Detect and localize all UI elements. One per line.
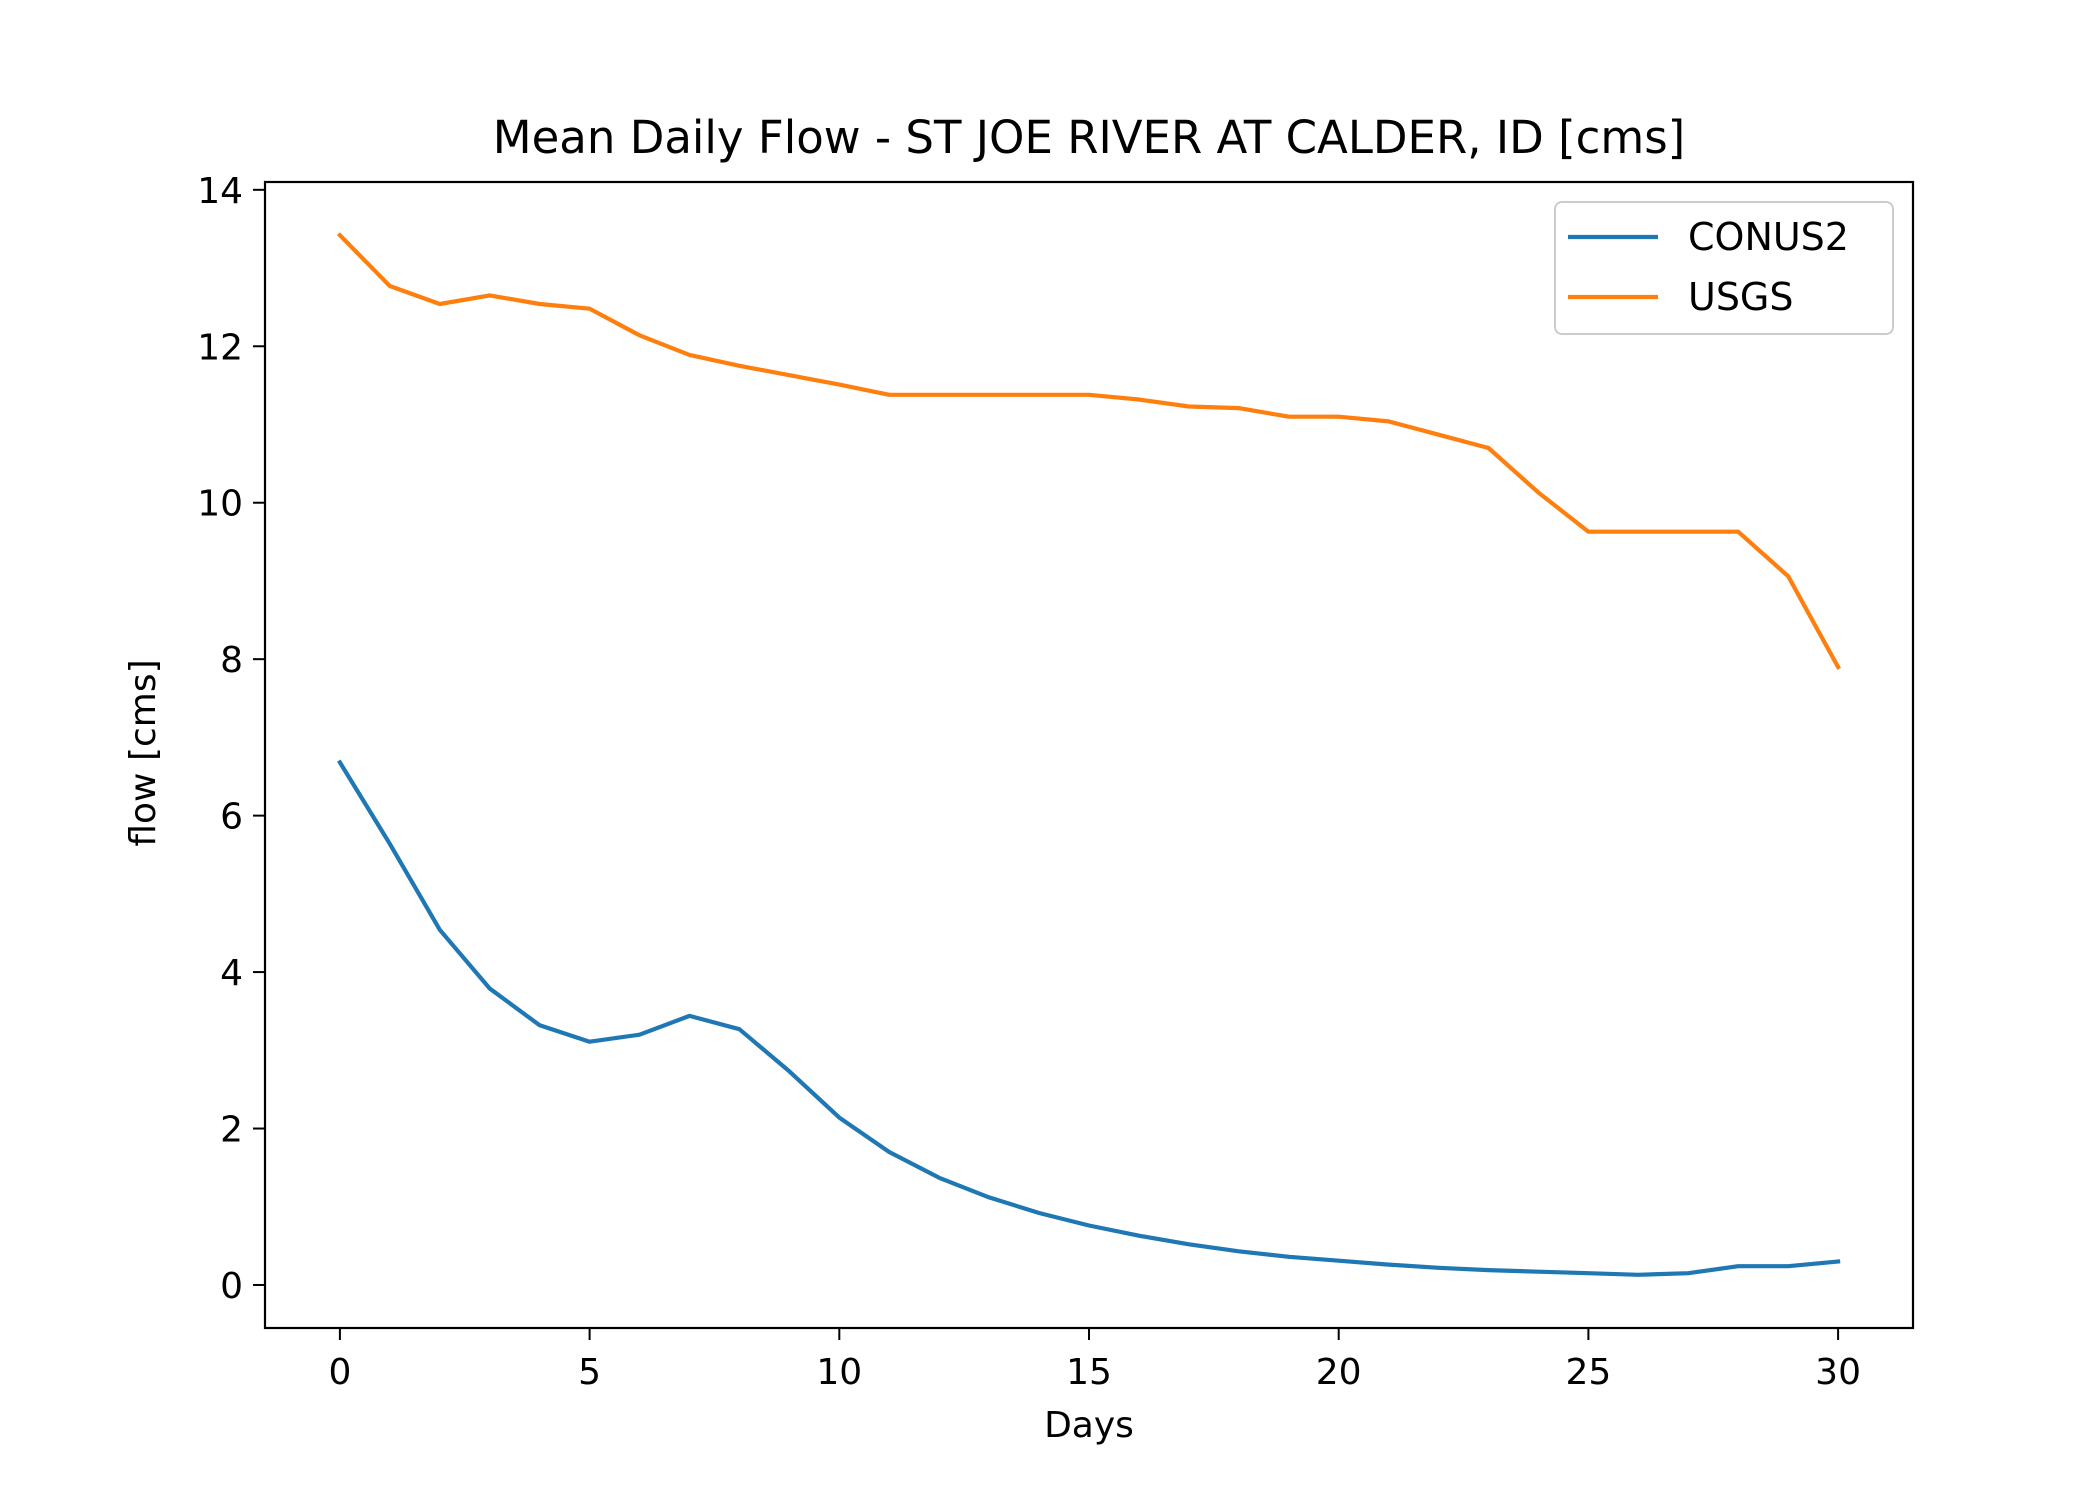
y-tick-label: 8 xyxy=(220,640,243,681)
y-tick-label: 10 xyxy=(197,484,243,525)
y-axis-title: flow [cms] xyxy=(123,659,164,846)
series-layer xyxy=(336,232,1841,1277)
x-tick-label: 15 xyxy=(1066,1352,1112,1393)
y-tick-label: 12 xyxy=(197,327,243,368)
y-tick-label: 14 xyxy=(197,171,243,212)
plot-area xyxy=(265,182,1913,1328)
legend-label-conus2: CONUS2 xyxy=(1688,215,1849,259)
y-axis-ticks: 0 2 4 6 8 10 12 14 xyxy=(197,171,265,1307)
y-tick-label: 2 xyxy=(220,1110,243,1151)
y-tick-label: 4 xyxy=(220,953,243,994)
chart-title: Mean Daily Flow - ST JOE RIVER AT CALDER… xyxy=(493,111,1685,164)
x-axis-ticks: 0 5 10 15 20 25 30 xyxy=(328,1328,1861,1393)
series-line-conus2 xyxy=(337,759,1841,1277)
x-tick-label: 10 xyxy=(816,1352,862,1393)
x-tick-label: 5 xyxy=(578,1352,601,1393)
x-tick-label: 25 xyxy=(1565,1352,1611,1393)
x-tick-label: 0 xyxy=(328,1352,351,1393)
x-tick-label: 20 xyxy=(1316,1352,1362,1393)
x-axis-title: Days xyxy=(1044,1405,1134,1446)
y-tick-label: 0 xyxy=(220,1266,243,1307)
x-tick-label: 30 xyxy=(1815,1352,1861,1393)
y-tick-label: 6 xyxy=(220,797,243,838)
series-line-usgs xyxy=(336,232,1841,670)
legend: CONUS2 USGS xyxy=(1554,201,1894,335)
legend-label-usgs: USGS xyxy=(1688,275,1794,319)
